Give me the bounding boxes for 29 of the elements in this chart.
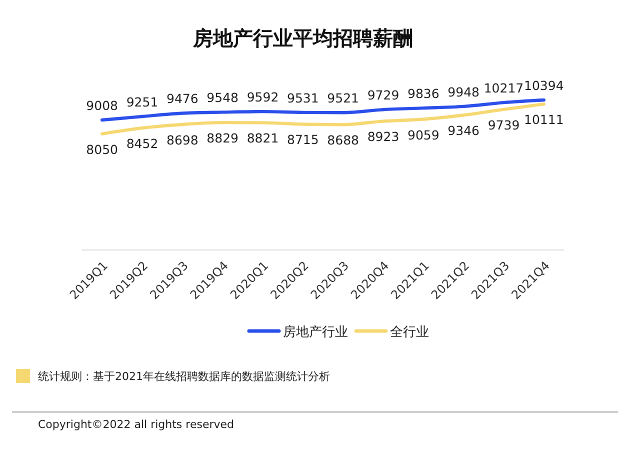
data-label: 9948 — [448, 84, 480, 100]
data-label: 9346 — [448, 123, 480, 138]
data-label: 8829 — [206, 130, 239, 146]
data-label: 9548 — [206, 90, 239, 106]
data-label: 9729 — [367, 88, 400, 103]
data-label: 9521 — [327, 90, 359, 106]
data-label: 8698 — [166, 132, 198, 148]
chart-title: 房地产行业平均招聘薪酬 — [192, 26, 413, 50]
data-label: 10217 — [484, 80, 524, 96]
data-label: 9008 — [86, 98, 118, 113]
data-label: 9476 — [166, 91, 198, 106]
data-label: 8821 — [246, 130, 279, 146]
data-label: 9836 — [408, 86, 440, 102]
text: 统计规则：基于2021年在线招聘数据库的数据监测统计分析 — [38, 370, 330, 383]
legend-label: 全行业 — [390, 325, 429, 340]
data-label: 10394 — [524, 78, 564, 93]
data-label: 10111 — [524, 112, 564, 128]
data-label: 9739 — [488, 117, 520, 132]
data-label: 9592 — [246, 90, 279, 105]
text: Copyright©2022 all rights reserved — [38, 418, 234, 431]
data-label: 8688 — [327, 132, 360, 148]
data-label: 9059 — [408, 127, 440, 142]
data-label: 9251 — [126, 94, 158, 110]
data-label: 9531 — [287, 90, 319, 106]
legend-label: 房地产行业 — [283, 324, 348, 340]
data-label: 8452 — [126, 136, 158, 152]
data-label: 8923 — [367, 129, 400, 144]
data-label: 8050 — [86, 142, 118, 157]
data-label: 8715 — [287, 132, 319, 148]
